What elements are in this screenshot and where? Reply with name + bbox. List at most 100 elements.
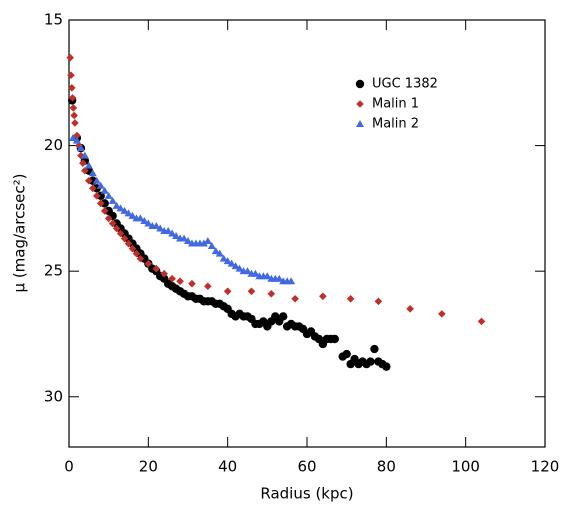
point [172, 232, 181, 240]
point [144, 219, 153, 227]
point [68, 94, 77, 102]
point [346, 295, 355, 303]
point [67, 84, 76, 92]
legend-marker [356, 100, 364, 108]
legend-label: Malin 2 [372, 117, 419, 132]
point [438, 310, 446, 318]
x-tick-label: 80 [377, 458, 396, 476]
legend-marker [356, 120, 364, 127]
point [136, 254, 145, 263]
point [72, 136, 81, 144]
point [291, 295, 299, 303]
point [96, 199, 105, 208]
point [120, 234, 129, 243]
point [267, 289, 276, 298]
point [104, 191, 113, 199]
point [235, 264, 244, 272]
point [160, 269, 168, 278]
point [100, 207, 109, 215]
point [108, 196, 117, 204]
legend-label: Malin 1 [372, 97, 419, 112]
y-tick-label: 15 [44, 11, 63, 29]
point [73, 131, 81, 140]
point [156, 224, 165, 232]
point [319, 292, 327, 301]
point [374, 297, 383, 306]
point [180, 234, 189, 242]
point [164, 226, 173, 234]
point [223, 257, 232, 265]
point [251, 269, 260, 277]
point [223, 287, 232, 296]
point [199, 239, 208, 247]
point [207, 242, 216, 250]
point [92, 176, 101, 184]
point [330, 334, 339, 344]
point [80, 151, 89, 159]
x-axis-label: Radius (kpc) [260, 485, 353, 503]
point [89, 184, 97, 193]
point [231, 262, 240, 270]
point [69, 104, 78, 112]
point [184, 237, 192, 245]
point [188, 279, 196, 288]
point [96, 181, 105, 189]
x-tick-label: 60 [297, 458, 316, 476]
y-tick-label: 30 [44, 387, 63, 405]
point [88, 169, 97, 177]
point [132, 249, 141, 258]
point [100, 186, 109, 194]
x-tick-label: 20 [139, 458, 158, 476]
point [279, 312, 288, 321]
x-tick-label: 40 [218, 458, 237, 476]
point [243, 267, 252, 275]
point [477, 317, 486, 326]
point [68, 134, 77, 142]
point [92, 192, 101, 200]
y-axis-label: μ (mag/arcsec²) [11, 174, 29, 293]
point [84, 161, 93, 169]
point [168, 274, 176, 283]
point [85, 176, 93, 185]
point [71, 119, 79, 127]
point [275, 274, 284, 282]
point [116, 204, 125, 212]
point [211, 247, 220, 255]
point [104, 214, 113, 223]
point [116, 229, 125, 238]
point [152, 264, 161, 273]
x-tick-label: 0 [64, 458, 74, 476]
point [81, 166, 89, 175]
point [136, 214, 145, 222]
point [247, 287, 256, 296]
plot-frame [68, 19, 546, 448]
point [215, 249, 224, 257]
point [144, 259, 153, 268]
point [76, 144, 85, 152]
point [67, 71, 75, 80]
point [204, 282, 212, 291]
point [176, 277, 184, 286]
point [168, 229, 177, 237]
point [128, 244, 137, 253]
x-tick-label: 100 [451, 458, 480, 476]
y-tick-label: 20 [44, 136, 63, 154]
y-tick-label: 25 [44, 262, 63, 280]
point [366, 357, 375, 366]
point [124, 239, 133, 248]
point [219, 254, 228, 262]
point [108, 219, 117, 228]
point [227, 259, 236, 267]
point [287, 277, 296, 285]
point [70, 111, 78, 120]
point [120, 206, 129, 214]
point [370, 344, 379, 354]
legend-marker [355, 79, 365, 89]
x-tick-label: 120 [531, 458, 560, 476]
legend-label: UGC 1382 [372, 77, 438, 92]
point [66, 53, 74, 62]
point [140, 216, 149, 224]
point [342, 349, 351, 359]
point [112, 224, 121, 233]
